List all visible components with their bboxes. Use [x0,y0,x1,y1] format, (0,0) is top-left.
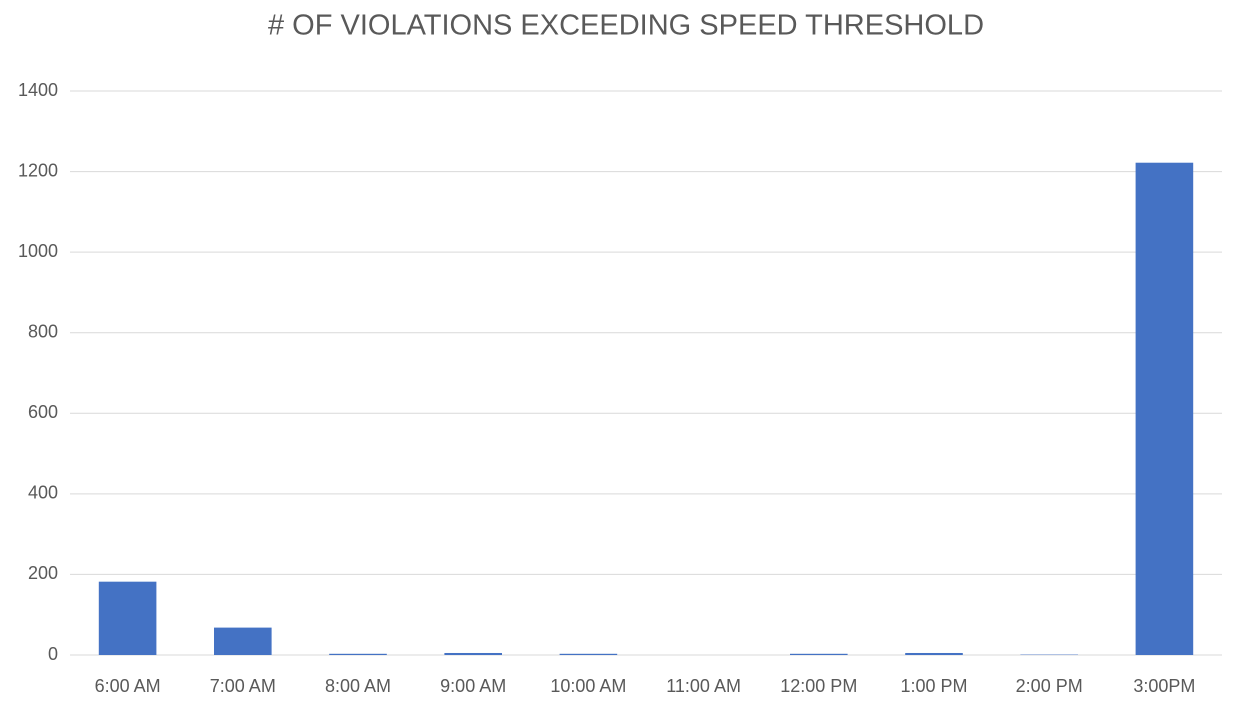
y-tick-label: 800 [28,321,58,341]
bar [329,653,387,655]
y-tick-label: 200 [28,563,58,583]
y-tick-label: 400 [28,483,58,503]
y-tick-label: 1000 [18,241,58,261]
bar [790,653,848,655]
bar [1135,162,1194,656]
y-tick-label: 1200 [18,160,58,180]
bar [214,627,272,655]
chart-title: # OF VIOLATIONS EXCEEDING SPEED THRESHOL… [268,10,984,42]
x-tick-label: 12:00 PM [780,676,857,696]
bar [444,652,502,655]
x-tick-label: 8:00 AM [325,676,391,696]
x-tick-label: 6:00 AM [95,676,161,696]
bar [559,653,618,655]
x-tick-label: 3:00PM [1133,676,1195,696]
x-tick-label: 11:00 AM [666,676,741,696]
x-tick-label: 7:00 AM [210,676,276,696]
y-tick-label: 600 [28,402,58,422]
x-tick-label: 10:00 AM [550,676,626,696]
bar [98,581,157,655]
y-tick-label: 1400 [18,80,58,100]
y-tick-label: 0 [48,644,58,664]
bar [905,652,963,655]
x-tick-label: 2:00 PM [1016,676,1083,696]
x-tick-label: 1:00 PM [900,676,967,696]
x-tick-label: 9:00 AM [440,676,506,696]
